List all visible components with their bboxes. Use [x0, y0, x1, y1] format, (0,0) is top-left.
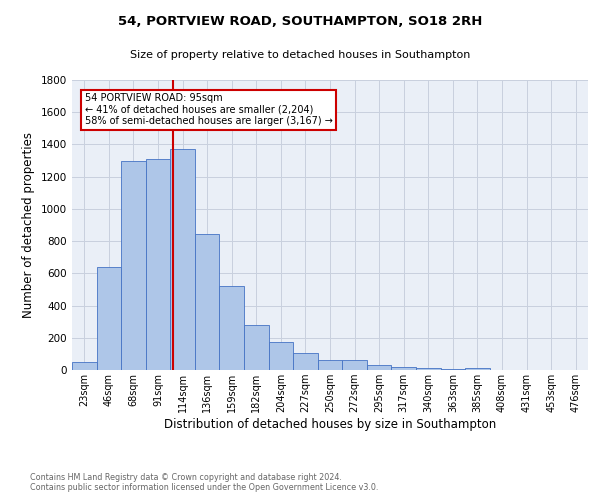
Y-axis label: Number of detached properties: Number of detached properties [22, 132, 35, 318]
Bar [220, 286, 244, 370]
Bar [293, 353, 318, 370]
Bar [195, 234, 220, 370]
Bar [367, 365, 391, 370]
Bar [121, 160, 146, 370]
Text: Contains HM Land Registry data © Crown copyright and database right 2024.: Contains HM Land Registry data © Crown c… [30, 474, 342, 482]
Text: Contains public sector information licensed under the Open Government Licence v3: Contains public sector information licen… [30, 484, 379, 492]
Bar [170, 150, 195, 370]
Bar [416, 368, 440, 370]
Bar [146, 159, 170, 370]
Bar [72, 362, 97, 370]
Text: 54, PORTVIEW ROAD, SOUTHAMPTON, SO18 2RH: 54, PORTVIEW ROAD, SOUTHAMPTON, SO18 2RH [118, 15, 482, 28]
Text: Size of property relative to detached houses in Southampton: Size of property relative to detached ho… [130, 50, 470, 60]
Bar [391, 367, 416, 370]
Text: 54 PORTVIEW ROAD: 95sqm
← 41% of detached houses are smaller (2,204)
58% of semi: 54 PORTVIEW ROAD: 95sqm ← 41% of detache… [85, 93, 333, 126]
Bar [465, 368, 490, 370]
Bar [342, 360, 367, 370]
Bar [97, 267, 121, 370]
Bar [269, 342, 293, 370]
Bar [244, 325, 269, 370]
X-axis label: Distribution of detached houses by size in Southampton: Distribution of detached houses by size … [164, 418, 496, 431]
Bar [318, 360, 342, 370]
Bar [440, 369, 465, 370]
